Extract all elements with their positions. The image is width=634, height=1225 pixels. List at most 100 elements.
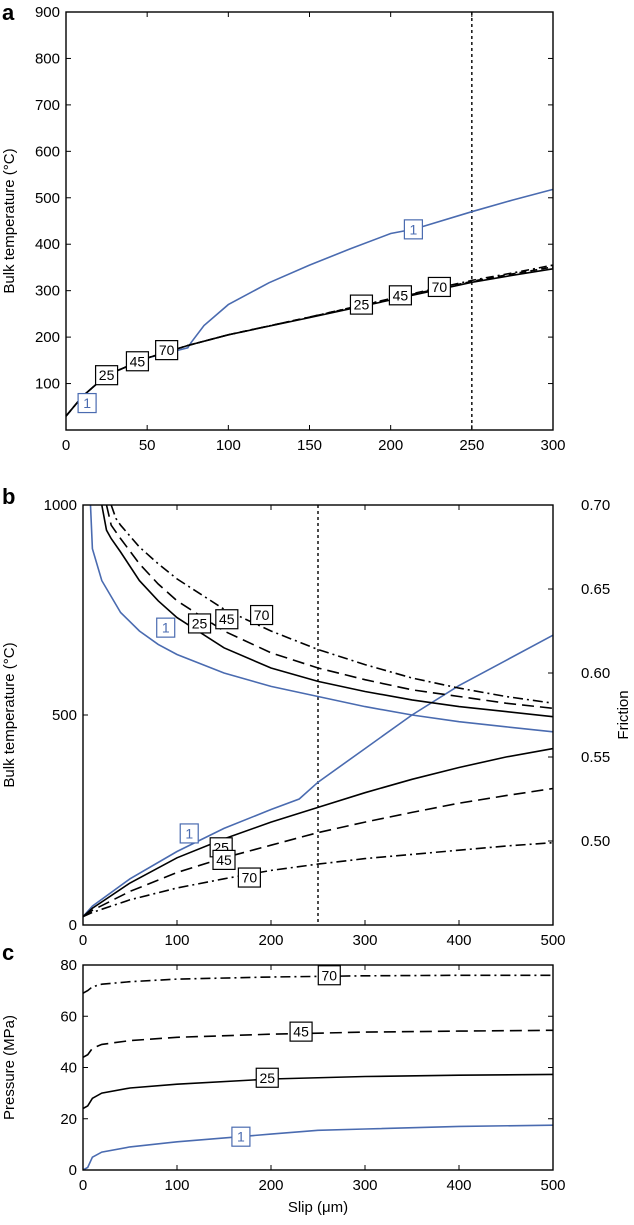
panel-c-xtick-label-5: 500 [540, 1177, 565, 1194]
panel-c-series-1 [82, 1124, 554, 1171]
panel-a-letter: a [2, 0, 15, 25]
panel-b-y2tick-label-1: 0.55 [581, 749, 610, 766]
panel-b: 0 100 200 300 400 500 0 500 1000 Bulk temperature… [1, 497, 632, 949]
panel-a-ytick-label-0: 100 [35, 376, 60, 393]
panel-b-label-3-box [250, 604, 274, 626]
panel-b-temperature-series-1 [82, 634, 554, 918]
panel-a-series-1 [65, 188, 554, 417]
panel-a-label-3: 70 [159, 342, 175, 358]
panel-c-frame [82, 964, 554, 1171]
panel-b-label-6-box [212, 849, 236, 871]
panel-a-label-0-box [77, 392, 97, 414]
panel-c-xtick-label-4: 400 [446, 1177, 471, 1194]
panel-c-label-2: 25 [259, 1070, 275, 1086]
panel-b-ytick-label-1: 500 [52, 707, 77, 724]
panel-b-temperature-series-70 [82, 841, 554, 918]
panel-c-ytick-label-2: 40 [60, 1060, 77, 1077]
panel-b-y2tick-label-4: 0.70 [581, 497, 610, 514]
panel-c-xtick-label-0: 0 [79, 1177, 87, 1194]
panel-a-xtick-label-0: 0 [62, 437, 70, 454]
panel-b-y2tick-label-2: 0.60 [581, 665, 610, 682]
panel-a-label-2: 45 [130, 353, 146, 369]
panel-b-xtick-label-5: 500 [540, 932, 565, 949]
panel-b-label-6: 45 [216, 852, 232, 868]
panel-a-ylabel: Bulk temperature (°C) [1, 148, 18, 293]
panel-c-ytick-label-4: 80 [60, 957, 77, 974]
panel-a-xtick-label-5: 250 [459, 437, 484, 454]
panel-b-label-3: 70 [254, 607, 270, 623]
panel-b-label-4: 1 [185, 825, 193, 841]
panel-b-y2tick-label-3: 0.65 [581, 581, 610, 598]
panel-c-label-1: 45 [293, 1024, 309, 1040]
panel-a-xtick-label-6: 300 [540, 437, 565, 454]
panel-a-label-1: 25 [99, 367, 115, 383]
panel-b-friction-series-45 [105, 504, 554, 710]
panel-c-label-1-box [289, 1021, 313, 1042]
panel-b-xtick-label-1: 100 [164, 932, 189, 949]
panel-c-series-70 [82, 974, 553, 994]
panel-c-series-45 [82, 1029, 554, 1059]
panel-a-ytick-label-1: 200 [35, 329, 60, 346]
panel-b-xtick-label-0: 0 [79, 932, 87, 949]
panel-a-ytick-label-4: 500 [35, 190, 60, 207]
panel-b-label-4-box [179, 823, 199, 844]
panel-b-xtick-label-3: 300 [352, 932, 377, 949]
panel-b-label-0: 1 [162, 620, 170, 636]
panel-a-ytick-label-6: 700 [35, 97, 60, 114]
panel-b-friction-series-1 [89, 504, 554, 733]
panel-c: 0 100 200 300 400 500 0 20 40 60 80 Pressure (MPa) S… [1, 957, 566, 1216]
panel-a-ytick-label-2: 300 [35, 283, 60, 300]
panel-a-frame [65, 11, 554, 431]
panel-b-ylabel: Bulk temperature (°C) [1, 642, 18, 787]
panel-a-ytick-label-5: 600 [35, 143, 60, 160]
panel-a-label-1-box [94, 365, 119, 386]
panel-b-label-7: 70 [242, 870, 258, 886]
panel-a-xtick-label-1: 50 [139, 437, 156, 454]
panel-b-label-7-box [237, 867, 261, 888]
panel-a-label-6: 45 [393, 287, 409, 303]
panel-b-label-2-box [215, 609, 239, 630]
panel-b-label-1: 25 [192, 615, 208, 631]
panel-a-label-7: 70 [432, 279, 448, 295]
panel-c-label-3: 1 [237, 1129, 245, 1145]
panel-a-ytick-label-8: 900 [35, 4, 60, 21]
panel-a: 0 50 100 150 200 250 300 100 200 300 400 500 600 700 8… [1, 4, 566, 454]
panel-c-label-2-box [255, 1067, 279, 1088]
panel-a-series-45 [65, 266, 554, 417]
panel-b-letter: b [2, 484, 15, 509]
panel-c-label-3-box [231, 1126, 251, 1147]
panel-b-y2label: Friction [615, 690, 632, 739]
panel-a-label-5-box [349, 294, 374, 315]
panel-c-xlabel: Slip (μm) [288, 1199, 348, 1216]
panel-a-label-3-box [155, 340, 179, 361]
panel-a-label-2-box [125, 351, 150, 372]
panel-a-xtick-label-3: 150 [297, 437, 322, 454]
panel-a-ytick-label-7: 800 [35, 50, 60, 67]
panel-c-series-25 [82, 1073, 554, 1110]
panel-c-xtick-label-1: 100 [164, 1177, 189, 1194]
panel-b-xtick-label-2: 200 [258, 932, 283, 949]
panel-c-label-0: 70 [321, 967, 337, 983]
panel-b-xtick-label-4: 400 [446, 932, 471, 949]
panel-a-label-0: 1 [83, 395, 91, 411]
panel-b-label-1-box [187, 613, 212, 634]
panel-a-label-5: 25 [354, 297, 370, 313]
panel-a-ytick-label-3: 400 [35, 236, 60, 253]
panel-c-ytick-label-0: 0 [69, 1162, 77, 1179]
panel-c-xtick-label-3: 300 [352, 1177, 377, 1194]
panel-b-label-0-box [156, 617, 176, 638]
panel-c-xtick-label-2: 200 [258, 1177, 283, 1194]
panel-b-ytick-label-2: 1000 [44, 497, 77, 514]
panel-c-ytick-label-3: 60 [60, 1008, 77, 1025]
panel-c-ytick-label-1: 20 [60, 1111, 77, 1128]
panel-a-xtick-label-2: 100 [216, 437, 241, 454]
panel-b-label-2: 45 [219, 611, 235, 627]
panel-c-label-0-box [317, 965, 341, 986]
panel-a-label-4: 1 [409, 221, 417, 237]
panel-b-friction-series-25 [101, 504, 554, 718]
panel-b-temperature-series-45 [82, 787, 554, 918]
panel-b-y2tick-label-0: 0.50 [581, 833, 610, 850]
panel-a-xtick-label-4: 200 [378, 437, 403, 454]
panel-c-ylabel: Pressure (MPa) [1, 1015, 18, 1120]
panel-a-label-7-box [427, 276, 451, 298]
